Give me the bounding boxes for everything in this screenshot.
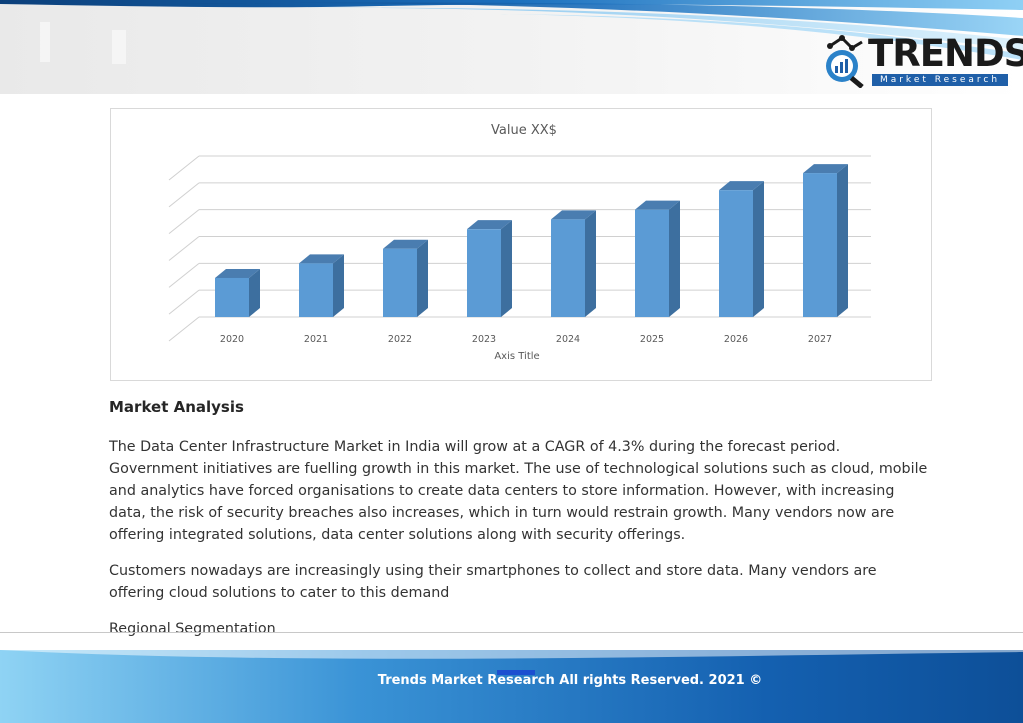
chart-bar <box>215 268 260 317</box>
bar-front-face <box>467 229 501 317</box>
bar-front-face <box>803 173 837 317</box>
x-tick-label: 2021 <box>304 334 328 345</box>
x-tick-label: 2027 <box>808 334 832 345</box>
gridline-depth <box>168 236 200 261</box>
bar-side-face <box>585 210 596 317</box>
chart-bar <box>803 164 848 317</box>
logo-tagline: Market Research <box>872 74 1008 86</box>
gridline-depth <box>168 289 200 315</box>
bar-front-face <box>383 248 417 317</box>
bar-top-face <box>215 268 260 278</box>
chart-bar <box>299 254 344 317</box>
bar-top-face <box>803 164 848 174</box>
bar-top-face <box>551 210 596 220</box>
bar-side-face <box>249 268 260 317</box>
chart-bar <box>719 181 764 317</box>
chart-bar <box>551 210 596 317</box>
analysis-paragraph-1: The Data Center Infrastructure Market in… <box>109 439 928 543</box>
x-tick-label: 2020 <box>220 334 244 345</box>
footer-background <box>0 650 1023 723</box>
bar-front-face <box>215 277 249 317</box>
analysis-paragraph-2: Customers nowadays are increasingly usin… <box>109 563 877 601</box>
gridline-depth <box>168 262 200 288</box>
chart-bars <box>215 164 848 317</box>
logo-wordmark: TRENDS <box>868 32 1023 75</box>
bar-front-face <box>299 263 333 317</box>
footer-copyright: Trends Market Research All rights Reserv… <box>377 673 763 688</box>
x-tick-label: 2026 <box>724 334 748 345</box>
gridline-depth <box>168 316 200 342</box>
bar-top-face <box>383 239 428 249</box>
market-analysis-section: Market Analysis The Data Center Infrastr… <box>109 396 929 654</box>
magnifier-chart-icon <box>826 35 864 88</box>
bar-top-face <box>299 254 344 264</box>
footer-accent-tab <box>497 670 535 675</box>
section-title: Market Analysis <box>109 398 244 416</box>
chart-title: Value XX$ <box>491 123 557 138</box>
bar-side-face <box>417 239 428 317</box>
bar-side-face <box>753 181 764 317</box>
gridline-depth <box>168 182 200 208</box>
value-bar-chart: Value XX$ 2020 2021 2022 2023 2024 2025 2026 20… <box>110 108 932 381</box>
chart-bar <box>635 200 680 317</box>
gridline-depth <box>168 155 200 181</box>
bar-top-face <box>467 220 512 230</box>
x-tick-label: 2023 <box>472 334 496 345</box>
bar-side-face <box>669 200 680 317</box>
chart-canvas: Value XX$ 2020 2021 2022 2023 2024 2025 2026 20… <box>168 123 871 362</box>
chart-bar <box>383 239 428 317</box>
x-tick-label: 2025 <box>640 334 664 345</box>
chart-x-ticks: 2020 2021 2022 2023 2024 2025 2026 2027 <box>220 334 832 345</box>
bar-front-face <box>719 190 753 317</box>
x-tick-label: 2022 <box>388 334 412 345</box>
trends-logo: TRENDS Market Research <box>822 32 1023 90</box>
bar-front-face <box>551 219 585 317</box>
bar-side-face <box>501 220 512 317</box>
bar-top-face <box>635 200 680 210</box>
page-footer: Trends Market Research All rights Reserv… <box>0 650 1023 723</box>
chart-bar <box>467 220 512 317</box>
bar-side-face <box>837 164 848 317</box>
footer-divider <box>0 632 1023 633</box>
page-header: TRENDS Market Research <box>0 0 1023 94</box>
chart-x-axis-title: Axis Title <box>494 351 539 362</box>
x-tick-label: 2024 <box>556 334 580 345</box>
bar-top-face <box>719 181 764 191</box>
gridline-depth <box>168 209 200 235</box>
regional-segmentation-heading: Regional Segmentation <box>109 621 276 637</box>
bar-front-face <box>635 209 669 317</box>
bar-side-face <box>333 254 344 317</box>
chart-gridlines <box>168 155 871 342</box>
